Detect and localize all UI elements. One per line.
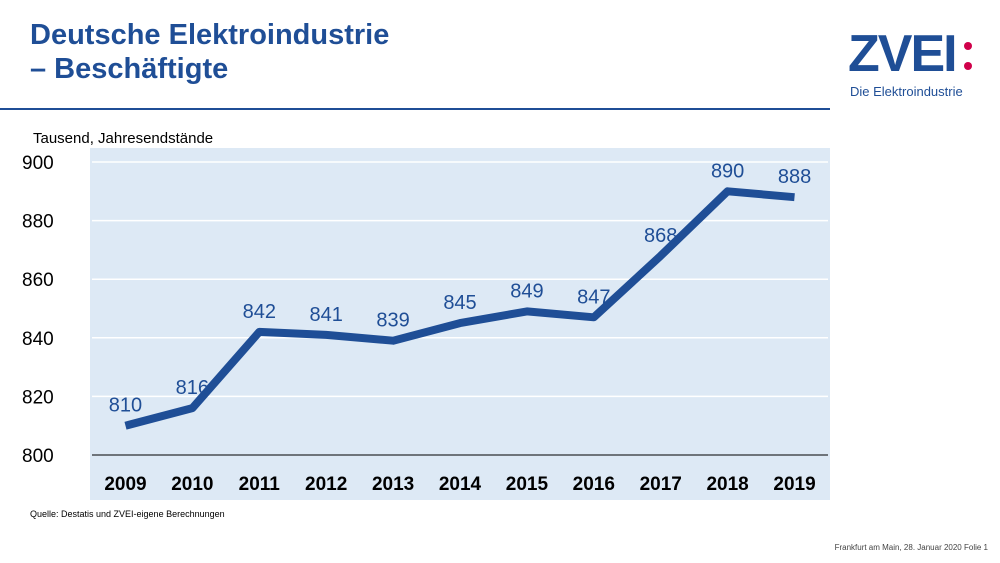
data-label: 888 [778, 166, 811, 188]
data-label: 847 [577, 286, 610, 308]
zvei-logo: ZVEI Die Elektroindustrie [840, 28, 990, 108]
title-line-2: – Beschäftigte [30, 53, 229, 85]
slide-footer: Frankfurt am Main, 28. Januar 2020 Folie… [834, 543, 988, 552]
title-divider [0, 108, 830, 110]
data-label: 868 [644, 225, 677, 247]
data-label: 816 [176, 377, 209, 399]
y-tick-label: 900 [22, 153, 54, 174]
x-tick-label: 2013 [372, 474, 414, 495]
x-tick-label: 2017 [640, 474, 682, 495]
x-tick-label: 2018 [706, 474, 748, 495]
x-tick-label: 2009 [104, 474, 146, 495]
source-note: Quelle: Destatis und ZVEI-eigene Berechn… [30, 509, 225, 519]
y-tick-label: 860 [22, 270, 54, 291]
y-axis-unit-label: Tausend, Jahresendstände [33, 130, 214, 147]
y-tick-label: 820 [22, 387, 54, 408]
x-tick-label: 2019 [773, 474, 815, 495]
page-title: Deutsche Elektroindustrie – Beschäftigte [30, 18, 389, 86]
logo-colon-icon [964, 42, 972, 72]
x-tick-label: 2014 [439, 474, 482, 495]
data-label: 890 [711, 160, 744, 182]
logo-mark: ZVEI [848, 25, 958, 83]
data-label: 841 [309, 304, 342, 326]
y-tick-label: 880 [22, 212, 54, 233]
data-label: 839 [376, 310, 409, 332]
data-label: 842 [243, 301, 276, 323]
data-label: 845 [443, 292, 476, 314]
x-tick-label: 2011 [239, 474, 281, 495]
data-label: 849 [510, 280, 543, 302]
data-label: 810 [109, 395, 142, 417]
x-tick-label: 2012 [305, 474, 347, 495]
title-line-1: Deutsche Elektroindustrie [30, 19, 390, 51]
y-tick-label: 840 [22, 329, 54, 350]
x-tick-label: 2016 [573, 474, 615, 495]
y-tick-label: 800 [22, 446, 54, 467]
logo-subtitle: Die Elektroindustrie [850, 84, 963, 99]
x-tick-label: 2010 [171, 474, 213, 495]
series-line [124, 187, 795, 430]
x-tick-label: 2015 [506, 474, 549, 495]
